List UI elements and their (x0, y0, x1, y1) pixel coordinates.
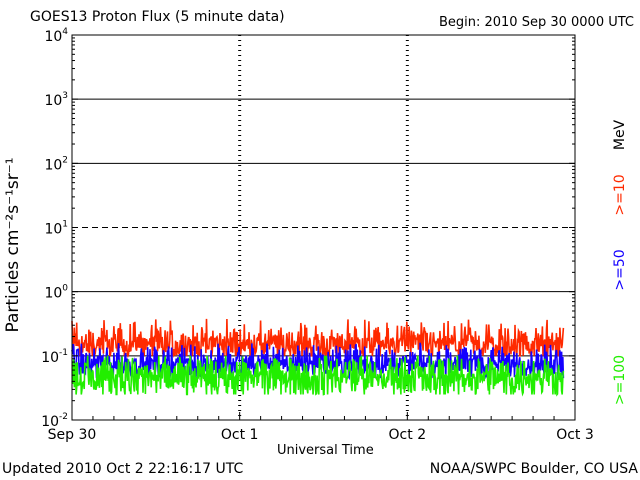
y-tick-label: 102 (44, 155, 68, 173)
legend-entry-3: >=100 (612, 355, 628, 405)
begin-time: Begin: 2010 Sep 30 0000 UTC (438, 15, 634, 30)
y-tick-label: 104 (44, 27, 68, 45)
source-credit: NOAA/SWPC Boulder, CO USA (429, 461, 638, 477)
legend-entry-1: >=10 (612, 174, 628, 215)
chart-title: GOES13 Proton Flux (5 minute data) (30, 9, 285, 25)
x-tick-label: Sep 30 (48, 427, 97, 443)
y-tick-label: 103 (44, 91, 68, 109)
series-line-3 (71, 355, 565, 397)
y-tick-label: 100 (44, 284, 68, 302)
updated-timestamp: Updated 2010 Oct 2 22:16:17 UTC (2, 461, 244, 477)
legend: MeV >=10 >=50 >=100 (612, 119, 628, 405)
x-axis-label: Universal Time (277, 443, 374, 458)
series-group (71, 318, 565, 397)
legend-unit-label: MeV (612, 119, 628, 150)
y-tick-label: 10-1 (41, 348, 68, 366)
x-tick-label: Oct 2 (389, 427, 427, 443)
y-axis-label: Particles cm⁻²s⁻¹sr⁻¹ (3, 157, 23, 332)
legend-entry-2: >=50 (612, 249, 628, 290)
x-tick-label: Oct 3 (556, 427, 594, 443)
y-tick-label: 101 (44, 220, 68, 238)
x-tick-label: Oct 1 (221, 427, 259, 443)
series-line-2 (71, 342, 565, 381)
y-tick-label: 10-2 (41, 412, 68, 430)
